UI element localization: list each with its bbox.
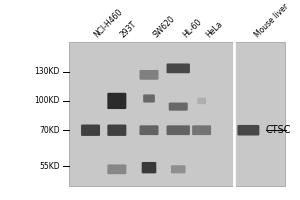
Text: 55KD: 55KD: [39, 162, 60, 171]
Text: HL-60: HL-60: [181, 17, 203, 39]
FancyBboxPatch shape: [192, 125, 211, 135]
FancyBboxPatch shape: [140, 125, 158, 135]
FancyBboxPatch shape: [140, 70, 158, 80]
FancyBboxPatch shape: [169, 103, 188, 111]
FancyBboxPatch shape: [167, 125, 190, 135]
Text: NCI-H460: NCI-H460: [92, 7, 124, 39]
Text: HeLa: HeLa: [205, 19, 225, 39]
Text: SW620: SW620: [152, 14, 177, 39]
Text: 100KD: 100KD: [34, 96, 60, 105]
FancyBboxPatch shape: [167, 63, 190, 73]
FancyBboxPatch shape: [237, 125, 259, 136]
FancyBboxPatch shape: [142, 162, 156, 173]
FancyBboxPatch shape: [107, 164, 126, 174]
FancyBboxPatch shape: [81, 125, 100, 136]
Text: Mouse liver: Mouse liver: [253, 2, 290, 39]
FancyBboxPatch shape: [171, 165, 185, 173]
Text: 130KD: 130KD: [34, 67, 60, 76]
FancyBboxPatch shape: [197, 98, 206, 104]
FancyBboxPatch shape: [107, 125, 126, 136]
FancyBboxPatch shape: [143, 94, 155, 103]
Text: 70KD: 70KD: [39, 126, 60, 135]
Text: CTSC: CTSC: [265, 125, 291, 135]
Text: 293T: 293T: [118, 19, 138, 39]
Bar: [69, 42, 285, 186]
FancyBboxPatch shape: [107, 93, 126, 109]
